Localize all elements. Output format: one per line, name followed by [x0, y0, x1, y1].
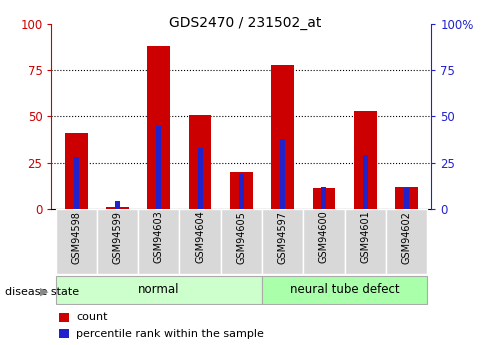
- Bar: [262, 276, 427, 304]
- Bar: [106, 207, 129, 209]
- Bar: [55, 276, 262, 304]
- Bar: [55, 209, 97, 274]
- Text: disease state: disease state: [5, 287, 79, 296]
- Bar: [147, 46, 170, 209]
- Bar: [386, 209, 427, 274]
- Bar: [97, 209, 138, 274]
- Text: GSM94603: GSM94603: [154, 211, 164, 264]
- Text: GSM94601: GSM94601: [360, 211, 370, 264]
- Bar: [138, 209, 179, 274]
- Bar: [156, 126, 161, 209]
- Text: GSM94598: GSM94598: [71, 211, 81, 264]
- Bar: [59, 313, 69, 322]
- Bar: [179, 209, 220, 274]
- Text: GSM94600: GSM94600: [319, 211, 329, 264]
- Bar: [313, 188, 335, 209]
- Bar: [303, 209, 344, 274]
- Bar: [271, 65, 294, 209]
- Text: percentile rank within the sample: percentile rank within the sample: [76, 329, 264, 339]
- Text: GSM94604: GSM94604: [195, 211, 205, 264]
- Bar: [363, 155, 368, 209]
- Text: GSM94599: GSM94599: [113, 211, 122, 264]
- Bar: [197, 148, 202, 209]
- Bar: [239, 174, 244, 209]
- Bar: [262, 209, 303, 274]
- Bar: [59, 329, 69, 338]
- Bar: [280, 139, 285, 209]
- Text: count: count: [76, 312, 108, 322]
- Bar: [65, 133, 88, 209]
- Bar: [354, 111, 376, 209]
- Bar: [395, 187, 418, 209]
- Bar: [74, 157, 79, 209]
- Text: neural tube defect: neural tube defect: [290, 283, 399, 296]
- Text: GSM94602: GSM94602: [401, 211, 412, 264]
- Bar: [230, 172, 253, 209]
- Text: ▶: ▶: [40, 287, 48, 296]
- Text: GSM94605: GSM94605: [236, 211, 246, 264]
- Bar: [189, 115, 211, 209]
- Bar: [115, 201, 120, 209]
- Bar: [220, 209, 262, 274]
- Bar: [344, 209, 386, 274]
- Text: normal: normal: [138, 283, 179, 296]
- Bar: [321, 187, 326, 209]
- Bar: [404, 188, 409, 209]
- Text: GDS2470 / 231502_at: GDS2470 / 231502_at: [169, 16, 321, 30]
- Text: GSM94597: GSM94597: [278, 211, 288, 264]
